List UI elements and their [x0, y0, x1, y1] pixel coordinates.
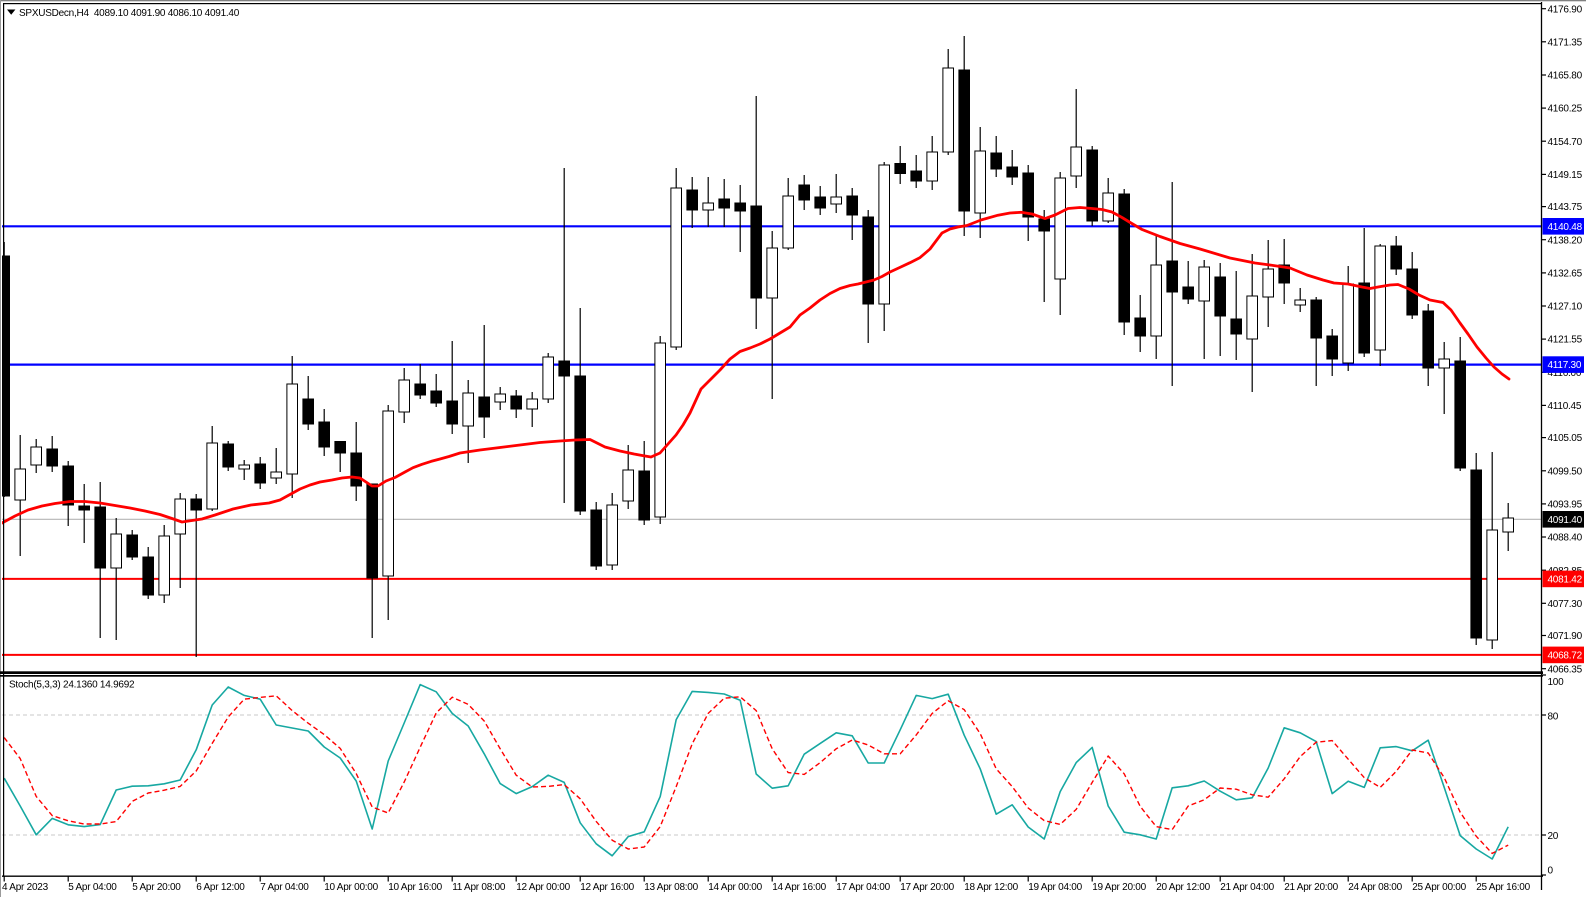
- svg-text:4091.40: 4091.40: [1548, 515, 1583, 526]
- svg-text:17 Apr 04:00: 17 Apr 04:00: [836, 882, 890, 893]
- svg-text:24 Apr 08:00: 24 Apr 08:00: [1348, 882, 1402, 893]
- svg-text:Stoch(5,3,3) 24.1360 14.9692: Stoch(5,3,3) 24.1360 14.9692: [9, 680, 135, 691]
- svg-text:7 Apr 04:00: 7 Apr 04:00: [260, 882, 309, 893]
- svg-text:4099.50: 4099.50: [1548, 466, 1583, 477]
- svg-text:4176.90: 4176.90: [1548, 4, 1583, 15]
- svg-text:21 Apr 20:00: 21 Apr 20:00: [1284, 882, 1338, 893]
- svg-text:4132.65: 4132.65: [1548, 269, 1583, 280]
- svg-text:17 Apr 20:00: 17 Apr 20:00: [900, 882, 954, 893]
- svg-text:4 Apr 2023: 4 Apr 2023: [2, 882, 49, 893]
- svg-text:4149.15: 4149.15: [1548, 170, 1583, 181]
- svg-text:80: 80: [1548, 712, 1559, 723]
- svg-text:10 Apr 00:00: 10 Apr 00:00: [324, 882, 378, 893]
- svg-text:4165.80: 4165.80: [1548, 71, 1583, 82]
- svg-text:12 Apr 00:00: 12 Apr 00:00: [516, 882, 570, 893]
- svg-text:13 Apr 08:00: 13 Apr 08:00: [644, 882, 698, 893]
- svg-text:20 Apr 12:00: 20 Apr 12:00: [1156, 882, 1210, 893]
- svg-text:12 Apr 16:00: 12 Apr 16:00: [580, 882, 634, 893]
- svg-text:5 Apr 04:00: 5 Apr 04:00: [68, 882, 117, 893]
- svg-text:20: 20: [1548, 831, 1559, 842]
- svg-text:5 Apr 20:00: 5 Apr 20:00: [132, 882, 181, 893]
- svg-text:4110.45: 4110.45: [1548, 401, 1582, 412]
- svg-text:4068.72: 4068.72: [1548, 651, 1583, 662]
- svg-text:4081.42: 4081.42: [1548, 575, 1583, 586]
- svg-text:4116.00: 4116.00: [1548, 368, 1582, 379]
- svg-text:10 Apr 16:00: 10 Apr 16:00: [388, 882, 442, 893]
- svg-text:100: 100: [1548, 677, 1565, 688]
- svg-text:19 Apr 04:00: 19 Apr 04:00: [1028, 882, 1082, 893]
- svg-text:4088.40: 4088.40: [1548, 533, 1583, 544]
- svg-text:4071.90: 4071.90: [1548, 631, 1583, 642]
- svg-text:4127.10: 4127.10: [1548, 302, 1583, 313]
- svg-text:25 Apr 00:00: 25 Apr 00:00: [1412, 882, 1466, 893]
- svg-text:4066.35: 4066.35: [1548, 664, 1583, 675]
- svg-text:SPXUSDecn,H4 4089.10 4091.90: SPXUSDecn,H4 4089.10 4091.90 4086.10 409…: [19, 8, 240, 19]
- svg-text:4171.35: 4171.35: [1548, 37, 1583, 48]
- svg-text:4121.55: 4121.55: [1548, 335, 1583, 346]
- svg-text:11 Apr 08:00: 11 Apr 08:00: [452, 882, 506, 893]
- svg-text:4117.30: 4117.30: [1548, 360, 1582, 371]
- svg-text:4093.95: 4093.95: [1548, 500, 1583, 511]
- svg-text:4143.75: 4143.75: [1548, 202, 1583, 213]
- svg-text:4105.05: 4105.05: [1548, 433, 1583, 444]
- svg-text:4140.48: 4140.48: [1548, 222, 1583, 233]
- svg-text:19 Apr 20:00: 19 Apr 20:00: [1092, 882, 1146, 893]
- svg-text:14 Apr 16:00: 14 Apr 16:00: [772, 882, 826, 893]
- svg-text:4154.70: 4154.70: [1548, 137, 1583, 148]
- svg-text:14 Apr 00:00: 14 Apr 00:00: [708, 882, 762, 893]
- svg-text:18 Apr 12:00: 18 Apr 12:00: [964, 882, 1018, 893]
- svg-text:4077.30: 4077.30: [1548, 599, 1583, 610]
- svg-text:0: 0: [1548, 866, 1554, 877]
- svg-text:4160.25: 4160.25: [1548, 104, 1583, 115]
- svg-text:21 Apr 04:00: 21 Apr 04:00: [1220, 882, 1274, 893]
- svg-text:25 Apr 16:00: 25 Apr 16:00: [1476, 882, 1530, 893]
- svg-text:6 Apr 12:00: 6 Apr 12:00: [196, 882, 245, 893]
- svg-text:4138.20: 4138.20: [1548, 235, 1583, 246]
